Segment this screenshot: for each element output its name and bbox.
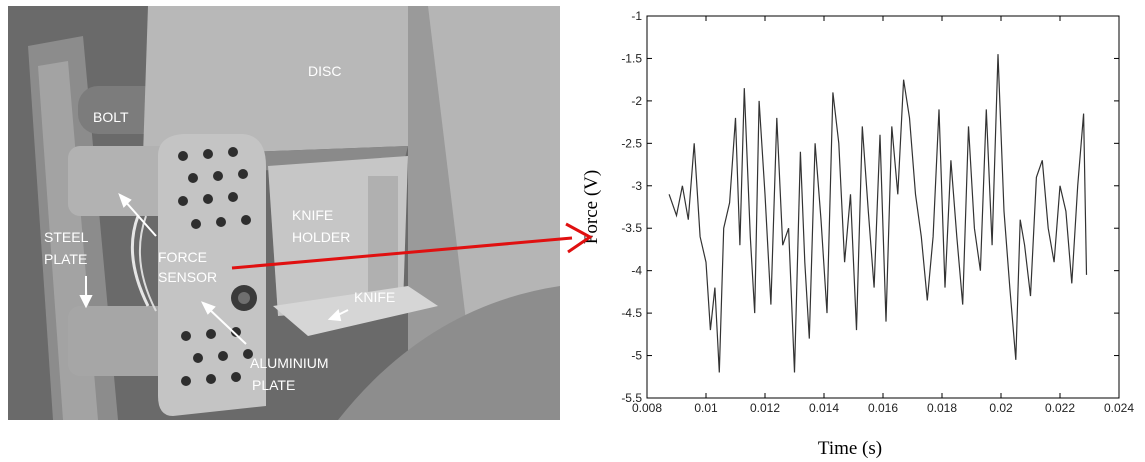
label-force-sensor-line2: SENSOR	[158, 269, 217, 285]
plot-frame	[646, 15, 1120, 399]
y-tick-label: -1.5	[621, 51, 642, 65]
label-aluminium-plate-line1: ALUMINIUM	[250, 355, 329, 371]
y-tick-label: -5.5	[621, 391, 642, 405]
y-tick-label: -3.5	[621, 221, 642, 235]
sensor-wire-2	[138, 215, 157, 312]
label-force-sensor-line1: FORCE	[158, 249, 207, 265]
y-tick-label: -2.5	[621, 136, 642, 150]
x-tick-label: 0.01	[694, 401, 718, 415]
photo-pointer-arrows	[79, 192, 349, 345]
label-steel-plate-line2: PLATE	[44, 251, 87, 267]
label-aluminium-plate-line2: PLATE	[252, 377, 295, 393]
knife-holder-side	[368, 176, 398, 296]
label-knife-holder-line1: KNIFE	[292, 207, 333, 223]
label-knife: KNIFE	[354, 289, 395, 305]
label-bolt: BOLT	[93, 109, 129, 125]
x-tick-label: 0.016	[868, 401, 898, 415]
x-tick-label: 0.024	[1104, 401, 1134, 415]
y-tick-label: -2	[631, 94, 642, 108]
y-axis-title: Force (V)	[581, 170, 602, 244]
x-tick-label: 0.018	[927, 401, 957, 415]
label-steel-plate-line1: STEEL	[44, 229, 89, 245]
x-tick-label: 0.008	[632, 401, 662, 415]
force-signal-line	[668, 54, 1088, 373]
knife-shape	[273, 286, 438, 336]
sensor-wire	[130, 215, 150, 307]
y-tick-label: -4	[631, 264, 642, 278]
nut-center	[238, 292, 250, 304]
label-disc: DISC	[308, 63, 341, 79]
apparatus-photo: BOLT DISC KNIFE HOLDER STEEL PLATE FORCE…	[8, 6, 560, 420]
x-axis-title: Time (s)	[818, 438, 882, 459]
y-tick-label: -4.5	[621, 306, 642, 320]
y-tick-label: -3	[631, 179, 642, 193]
y-tick-label: -1	[631, 9, 642, 23]
y-tick-label: -5	[631, 349, 642, 363]
plate-holes	[178, 147, 253, 386]
x-axis-ticks: 0.008 0.01 0.012 0.014 0.016 0.018 0.02 0.022 0.…	[632, 16, 1134, 415]
x-tick-label: 0.014	[809, 401, 839, 415]
disc-shape	[143, 6, 408, 156]
x-tick-label: 0.02	[989, 401, 1013, 415]
y-axis-ticks: -1 -1.5 -2 -2.5 -3 -3.5 -4 -4.5 -5 -5.5	[621, 9, 1119, 405]
x-tick-label: 0.012	[750, 401, 780, 415]
curved-surface	[338, 286, 560, 420]
x-tick-label: 0.022	[1045, 401, 1075, 415]
